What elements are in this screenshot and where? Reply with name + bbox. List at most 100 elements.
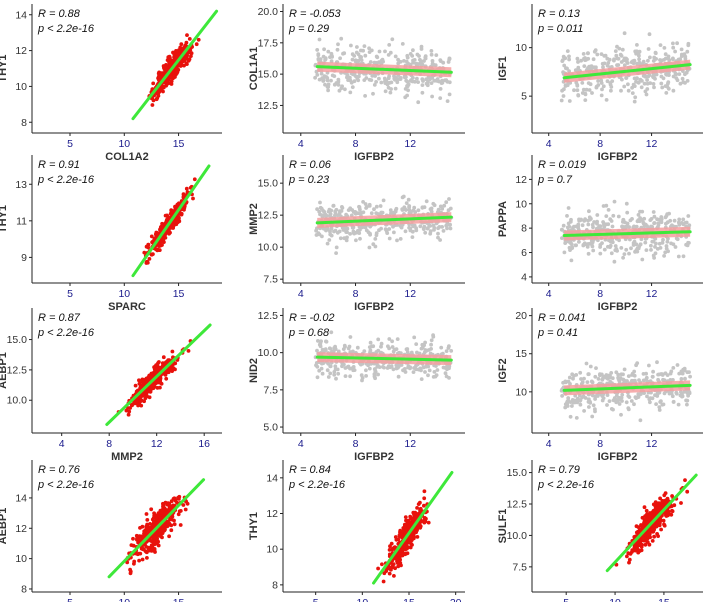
data-point (655, 394, 660, 398)
data-point (378, 204, 383, 208)
y-axis-label: THY1 (248, 512, 260, 540)
data-point (405, 53, 410, 58)
data-point (560, 58, 565, 62)
data-point (434, 53, 439, 57)
data-point (599, 93, 604, 98)
data-point (444, 374, 449, 379)
data-point (635, 361, 640, 365)
data-point (447, 197, 451, 201)
data-point (181, 192, 186, 197)
data-point (383, 49, 387, 54)
data-point (565, 66, 569, 71)
data-point (389, 541, 394, 546)
x-tick-label: 12 (646, 288, 658, 300)
data-point (412, 335, 417, 340)
data-point (422, 59, 426, 63)
data-point (393, 86, 398, 91)
y-axis-label: THY1 (0, 54, 9, 82)
data-point (602, 61, 607, 66)
data-point (161, 355, 166, 360)
data-point (636, 213, 641, 217)
data-point (443, 78, 447, 83)
data-point (663, 491, 668, 495)
data-point (416, 80, 420, 84)
data-point (563, 83, 568, 87)
data-point (438, 238, 442, 242)
data-point (325, 368, 330, 373)
data-point (668, 371, 673, 376)
data-point (438, 96, 443, 100)
data-point (643, 89, 648, 94)
data-point (605, 56, 610, 61)
data-point (598, 245, 602, 249)
data-point (414, 530, 418, 535)
data-point (165, 58, 170, 62)
x-tick-label: 8 (106, 438, 112, 450)
data-point (655, 532, 659, 536)
data-point (656, 377, 660, 382)
data-point (568, 414, 573, 419)
data-point (629, 246, 633, 251)
data-point (630, 373, 634, 377)
x-tick-label: 8 (353, 138, 359, 150)
data-point (415, 535, 420, 539)
data-point (633, 547, 638, 551)
data-point (626, 407, 631, 412)
data-point (628, 218, 633, 223)
data-point (357, 204, 361, 209)
data-point (610, 79, 615, 83)
data-point (184, 61, 189, 66)
data-point (373, 244, 378, 249)
data-point (591, 238, 595, 243)
data-point (410, 235, 415, 240)
data-point (178, 523, 183, 527)
data-point (405, 84, 410, 89)
y-axis-label: AEBP1 (0, 508, 9, 545)
data-point (187, 57, 192, 62)
data-point (128, 571, 133, 576)
data-point (609, 251, 614, 256)
data-point (398, 224, 403, 228)
data-point (666, 80, 671, 84)
stat-p: p < 2.2e-16 (37, 479, 95, 491)
y-tick-label: 6 (521, 247, 527, 259)
data-point (645, 394, 649, 399)
data-point (416, 100, 421, 105)
data-point (373, 74, 377, 78)
data-point (319, 206, 324, 211)
data-point (353, 210, 358, 214)
y-tick-label: 13 (15, 179, 27, 191)
x-tick-label: 20 (450, 597, 462, 602)
data-point (586, 56, 591, 61)
data-point (447, 80, 452, 85)
data-point (679, 47, 684, 52)
data-point (350, 57, 355, 62)
data-point (559, 388, 564, 393)
data-point (614, 53, 619, 58)
data-point (582, 64, 587, 68)
data-point (125, 560, 130, 565)
y-tick-label: 12.5 (7, 364, 28, 376)
data-point (588, 65, 593, 70)
data-point (358, 236, 362, 241)
data-point (584, 87, 589, 92)
data-point (409, 350, 414, 355)
data-point (681, 222, 686, 227)
data-point (355, 345, 360, 350)
data-point (338, 236, 343, 241)
data-point (167, 358, 172, 363)
data-point (647, 542, 652, 547)
data-point (155, 233, 160, 238)
data-point (664, 246, 669, 251)
data-point (392, 76, 397, 81)
data-point (354, 50, 359, 55)
data-point (629, 399, 634, 403)
data-point (326, 88, 330, 93)
y-tick-label: 12.5 (258, 100, 279, 112)
data-point (624, 201, 629, 206)
data-point (408, 366, 412, 371)
regression-line (562, 230, 692, 237)
data-point (679, 390, 683, 394)
y-axis-label: SULF1 (497, 509, 509, 544)
